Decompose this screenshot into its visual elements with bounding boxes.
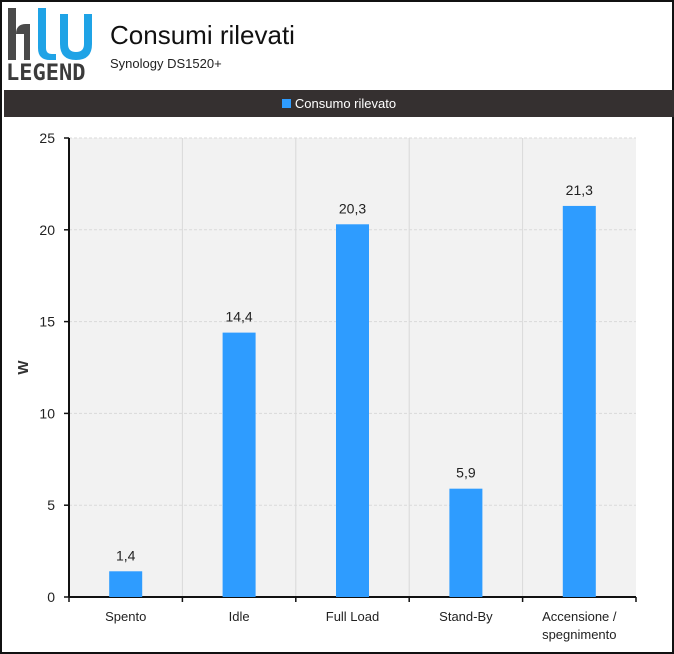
y-tick-label: 25 (39, 130, 55, 146)
y-tick-label: 0 (47, 589, 55, 605)
bar (562, 205, 596, 597)
y-tick-label: 15 (39, 314, 55, 330)
logo-text: LEGEND (6, 61, 86, 86)
y-tick-label: 10 (39, 405, 55, 421)
data-label: 5,9 (456, 465, 476, 481)
bar (222, 332, 256, 597)
data-label: 14,4 (225, 309, 252, 325)
y-tick-label: 20 (39, 222, 55, 238)
x-tick-label: Stand-By (439, 609, 493, 624)
legend: Consumo rilevato (4, 90, 674, 117)
x-tick-label: Full Load (326, 609, 379, 624)
chart-title: Consumi rilevati (110, 20, 295, 50)
logo-icon (8, 8, 92, 60)
bar (109, 571, 143, 597)
x-tick-label: Accensione / spegnimento (542, 609, 617, 642)
legend-swatch (281, 99, 291, 108)
x-tick-label: Idle (229, 609, 250, 624)
data-label: 21,3 (566, 182, 593, 198)
x-tick-label: Spento (105, 609, 146, 624)
legend-label: Consumo rilevato (294, 96, 397, 111)
bar (336, 224, 369, 598)
y-tick-label: 5 (47, 497, 55, 513)
bar (449, 488, 483, 597)
data-label: 20,3 (339, 200, 366, 216)
data-label: 1,4 (116, 547, 136, 563)
y-axis-title: W (15, 360, 32, 375)
chart-subtitle: Synology DS1520+ (110, 56, 222, 71)
